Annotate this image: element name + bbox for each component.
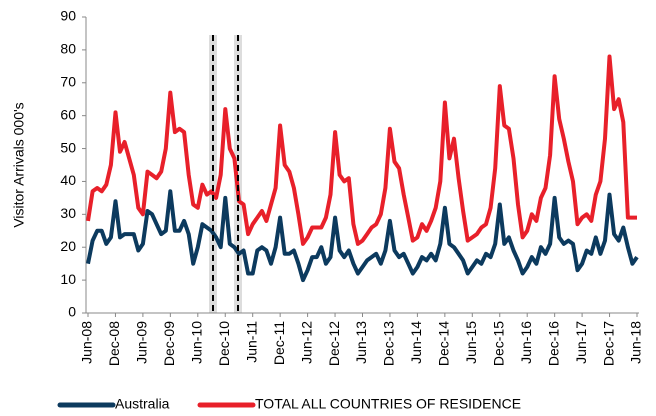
y-tick-label: 40 — [60, 172, 76, 188]
x-tick-label: Jun-14 — [408, 321, 424, 364]
x-tick-label: Dec-14 — [436, 321, 452, 366]
y-tick-label: 10 — [60, 271, 76, 287]
x-tick-label: Jun-17 — [573, 321, 589, 364]
x-tick-label: Dec-15 — [490, 321, 506, 366]
x-tick-label: Dec-12 — [326, 321, 342, 366]
x-tick-label: Dec-16 — [545, 321, 561, 366]
x-tick-label: Jun-10 — [189, 321, 205, 364]
y-tick-label: 70 — [60, 73, 76, 89]
x-tick-label: Jun-11 — [243, 321, 259, 363]
x-tick-label: Dec-09 — [161, 321, 177, 366]
x-tick-label: Jun-18 — [628, 321, 644, 364]
plot — [82, 16, 639, 317]
x-tick-label: Jun-13 — [353, 321, 369, 364]
x-tick-label: Jun-12 — [298, 321, 314, 364]
legend-label: TOTAL ALL COUNTRIES OF RESIDENCE — [255, 396, 521, 412]
y-tick-label: 0 — [68, 304, 76, 320]
y-tick-label: 80 — [60, 41, 76, 57]
x-tick-label: Jun-09 — [134, 321, 150, 364]
series-line — [86, 189, 639, 283]
y-tick-label: 90 — [60, 8, 76, 24]
x-tick-label: Dec-10 — [216, 321, 232, 366]
highlight-band — [209, 35, 217, 313]
x-tick-label: Dec-17 — [600, 321, 616, 366]
x-tick-label: Jun-15 — [463, 321, 479, 364]
y-tick-label: 20 — [60, 238, 76, 254]
x-tick-label: Jun-16 — [518, 321, 534, 364]
y-axis-title: Visitor Arrivals 000's — [11, 102, 27, 227]
y-tick-label: 30 — [60, 205, 76, 221]
x-tick-label: Dec-08 — [106, 321, 122, 366]
y-tick-label: 50 — [60, 139, 76, 155]
legend-label: Australia — [115, 396, 170, 412]
x-tick-label: Jun-08 — [79, 321, 95, 364]
series-line — [86, 54, 637, 246]
x-tick-label: Dec-11 — [271, 321, 287, 365]
x-tick-label: Dec-13 — [381, 321, 397, 366]
y-tick-label: 60 — [60, 106, 76, 122]
